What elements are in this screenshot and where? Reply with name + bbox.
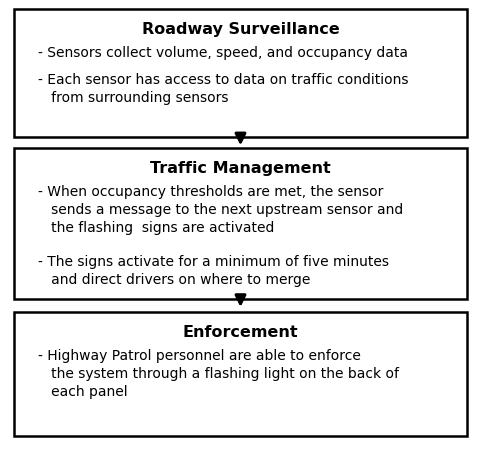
Text: - Highway Patrol personnel are able to enforce
   the system through a flashing : - Highway Patrol personnel are able to e… bbox=[38, 349, 399, 399]
Bar bbox=[14, 148, 466, 299]
Text: - Sensors collect volume, speed, and occupancy data: - Sensors collect volume, speed, and occ… bbox=[38, 46, 408, 60]
Text: Enforcement: Enforcement bbox=[182, 325, 298, 339]
Bar bbox=[14, 9, 466, 137]
Text: - When occupancy thresholds are met, the sensor
   sends a message to the next u: - When occupancy thresholds are met, the… bbox=[38, 185, 403, 235]
Text: - The signs activate for a minimum of five minutes
   and direct drivers on wher: - The signs activate for a minimum of fi… bbox=[38, 255, 389, 287]
Text: Roadway Surveillance: Roadway Surveillance bbox=[141, 22, 339, 36]
Bar bbox=[14, 312, 466, 436]
Text: Traffic Management: Traffic Management bbox=[150, 161, 330, 176]
Text: - Each sensor has access to data on traffic conditions
   from surrounding senso: - Each sensor has access to data on traf… bbox=[38, 73, 408, 105]
